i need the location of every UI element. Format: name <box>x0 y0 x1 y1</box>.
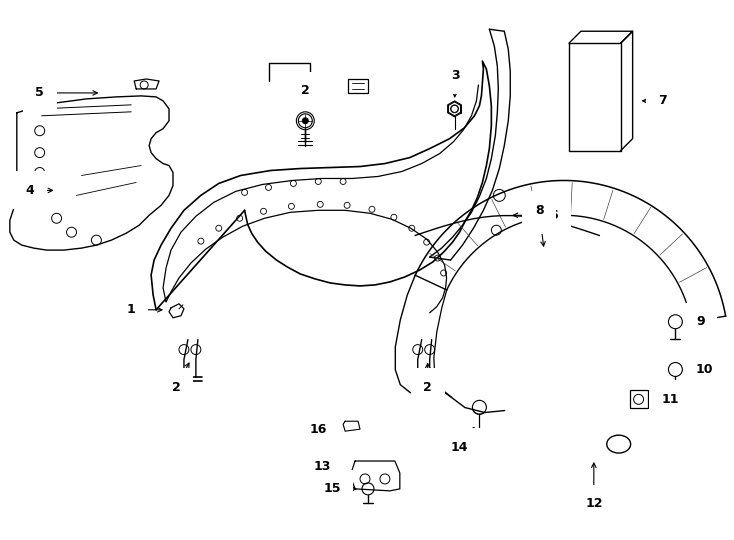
Text: 10: 10 <box>696 363 713 376</box>
Text: 12: 12 <box>585 497 603 510</box>
Text: 8: 8 <box>535 204 543 217</box>
FancyBboxPatch shape <box>630 390 647 408</box>
Text: 4: 4 <box>26 184 34 197</box>
Text: 9: 9 <box>696 315 705 328</box>
Text: 15: 15 <box>324 482 341 495</box>
Text: 2: 2 <box>301 84 310 97</box>
Text: 14: 14 <box>451 441 468 454</box>
Text: 5: 5 <box>35 86 44 99</box>
Text: 11: 11 <box>661 393 679 406</box>
Text: 7: 7 <box>658 94 667 107</box>
Text: 1: 1 <box>127 303 136 316</box>
Text: 2: 2 <box>172 381 181 394</box>
Text: 3: 3 <box>451 69 460 82</box>
Text: 2: 2 <box>424 381 432 394</box>
Circle shape <box>302 118 308 124</box>
Text: 6: 6 <box>550 209 559 222</box>
Text: 13: 13 <box>313 461 331 474</box>
Text: 16: 16 <box>310 423 327 436</box>
